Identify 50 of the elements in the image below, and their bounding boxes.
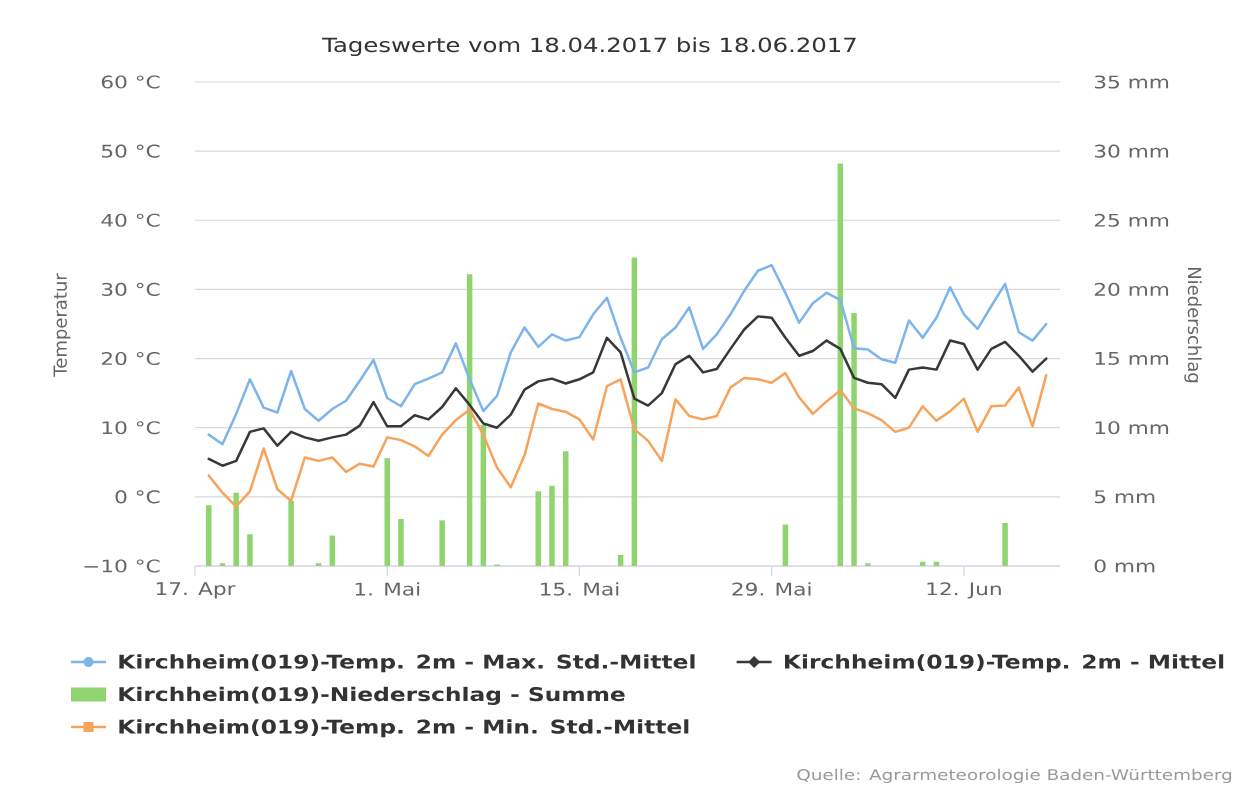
y2-tick-label: 5 mm [1094, 490, 1155, 504]
bar [851, 312, 857, 566]
bar [384, 458, 390, 566]
y-tick-label: 60 °C [101, 75, 160, 89]
y-tick-label: 30 °C [101, 282, 160, 296]
bar [205, 505, 212, 566]
y2-tick-label: 10 mm [1095, 421, 1169, 435]
y-tick-label: 0 °C [115, 490, 160, 504]
bar [288, 500, 294, 566]
bar [562, 451, 569, 566]
source-note: Quelle: Agrarmeteorologie Baden-Württemberg [797, 768, 1232, 784]
line-series [207, 371, 1048, 508]
y2-tick-label: 30 mm [1094, 144, 1169, 158]
y-tick-label: −10 °C [84, 559, 160, 573]
y-tick-label: 50 °C [101, 144, 160, 158]
bar [1002, 523, 1008, 566]
y2-tick-label: 25 mm [1094, 213, 1169, 227]
x-tick-label: 12. Jun [927, 582, 1001, 599]
bar [535, 491, 542, 566]
bar [782, 524, 789, 566]
line-series [207, 263, 1048, 446]
y-axis-title: Temperatur [53, 273, 71, 377]
y-tick-label: 10 °C [102, 421, 160, 435]
legend-label: Kirchheim(019)-Temp. 2m - Max. Std.-Mittel [119, 654, 695, 673]
bar [233, 492, 239, 566]
legend-label: Kirchheim(019)-Temp. 2m - Mittel [785, 654, 1224, 673]
y-tick-label: 40 °C [101, 213, 160, 227]
x-tick-label: 29. Mai [732, 582, 811, 596]
x-tick-label: 17. Apr [156, 582, 236, 599]
bar [439, 520, 445, 566]
line-series [207, 315, 1048, 467]
y-tick-label: 20 °C [101, 352, 160, 366]
bar [617, 554, 624, 566]
chart-title: Tageswerte vom 18.04.2017 bis 18.06.2017 [322, 37, 856, 57]
bar [865, 563, 871, 566]
y2-axis-title: Niederschlag [1184, 267, 1202, 383]
legend-label: Kirchheim(019)-Niederschlag - Summe [119, 686, 625, 706]
y2-tick-label: 0 mm [1094, 559, 1155, 573]
bar [329, 535, 336, 566]
bar [247, 534, 253, 566]
y2-tick-label: 35 mm [1094, 75, 1169, 89]
x-tick-label: 1. Mai [355, 582, 420, 596]
bar [398, 518, 404, 566]
y2-tick-label: 15 mm [1095, 352, 1169, 365]
y2-tick-label: 20 mm [1094, 282, 1169, 296]
bar [219, 563, 226, 566]
bar [549, 485, 555, 566]
x-tick-label: 15. Mai [541, 582, 619, 596]
bar [315, 563, 322, 566]
legend-label: Kirchheim(019)-Temp. 2m - Min. Std.-Mittel [119, 719, 689, 738]
